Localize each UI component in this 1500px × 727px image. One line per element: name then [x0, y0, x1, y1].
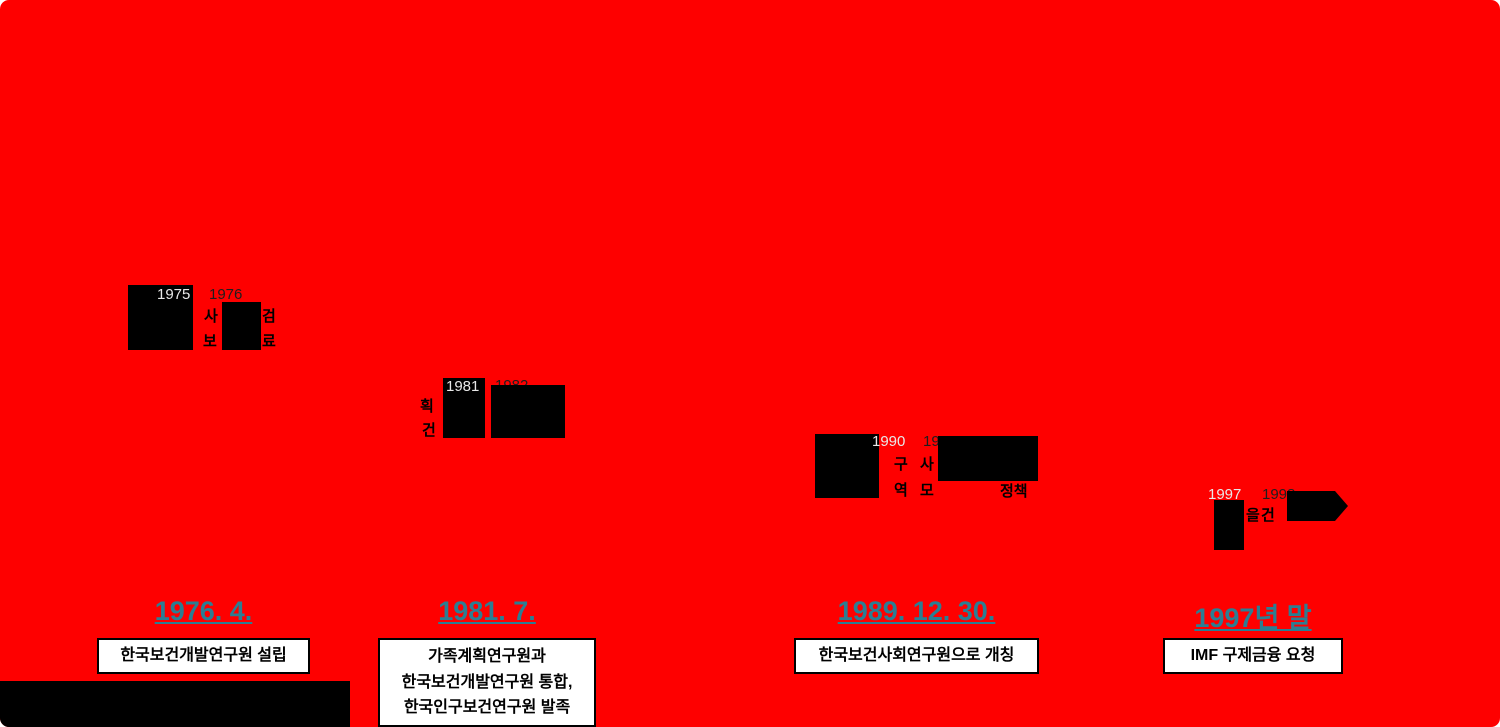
year-label: 1997 [1208, 486, 1242, 503]
photo-placeholder [938, 436, 1038, 481]
caption-fragment: 역 [894, 482, 908, 499]
caption-fragment: 정책 [1000, 483, 1028, 500]
timeline-date: 1981. 7. [438, 596, 536, 626]
arrow-right-icon [1335, 491, 1348, 521]
caption-fragment: 건 [1261, 507, 1275, 524]
photo-placeholder [443, 378, 485, 438]
caption-fragment: 료 [262, 333, 276, 350]
timeline-date: 1976. 4. [154, 596, 253, 626]
timeline-label-line: 한국보건개발연구원 설립 [120, 647, 287, 665]
caption-fragment: 모 [920, 482, 934, 499]
caption-fragment: 구 [894, 456, 908, 473]
timeline-date: 1989. 12. 30. [837, 596, 996, 626]
timeline-label-box: 가족계획연구원과 한국보건개발연구원 통합, 한국인구보건연구원 발족 [378, 638, 596, 727]
year-label: 1975 [157, 286, 191, 303]
timeline-label-line: 한국인구보건연구원 발족 [403, 699, 571, 717]
timeline-label-box: 한국보건사회연구원으로 개칭 [794, 638, 1039, 674]
year-label: 1976 [209, 286, 243, 303]
timeline-label-line: 한국보건사회연구원으로 개칭 [818, 647, 1015, 665]
caption-fragment: 획 [420, 398, 434, 415]
caption-fragment: 을 [1246, 507, 1260, 524]
bottom-black-bar [0, 681, 350, 727]
caption-fragment: 사 [920, 456, 934, 473]
timeline-label-line: 가족계획연구원과 [428, 648, 546, 666]
timeline-label-line: 한국보건개발연구원 통합, [401, 673, 573, 691]
photo-placeholder [491, 385, 565, 438]
year-label: 1981 [446, 378, 480, 395]
caption-fragment: 보 [203, 333, 217, 350]
caption-fragment: 사 [204, 308, 218, 325]
photo-placeholder [128, 285, 193, 350]
photo-placeholder [815, 434, 879, 498]
photo-placeholder [1214, 500, 1244, 550]
caption-fragment: 검 [262, 308, 276, 325]
timeline-label-line: IMF 구제금융 요청 [1190, 647, 1316, 665]
caption-fragment: 건 [422, 422, 436, 439]
photo-placeholder [222, 302, 261, 350]
year-label: 1990 [872, 433, 906, 450]
timeline-date: 1997년 말 [1194, 603, 1312, 633]
timeline-label-box: IMF 구제금융 요청 [1163, 638, 1343, 674]
timeline-label-box: 한국보건개발연구원 설립 [97, 638, 310, 674]
photo-placeholder [1287, 491, 1335, 521]
